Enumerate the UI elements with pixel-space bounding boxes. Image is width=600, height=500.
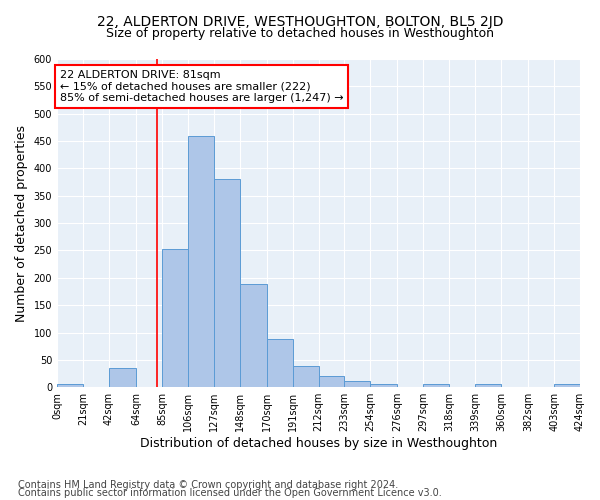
Bar xyxy=(319,376,344,387)
Bar xyxy=(344,381,370,387)
X-axis label: Distribution of detached houses by size in Westhoughton: Distribution of detached houses by size … xyxy=(140,437,497,450)
Bar xyxy=(424,384,449,387)
Bar xyxy=(267,339,293,387)
Text: Size of property relative to detached houses in Westhoughton: Size of property relative to detached ho… xyxy=(106,28,494,40)
Bar xyxy=(188,136,214,387)
Bar xyxy=(239,284,267,387)
Bar xyxy=(370,384,397,387)
Bar xyxy=(57,384,83,387)
Bar xyxy=(293,366,319,387)
Bar xyxy=(162,249,188,387)
Bar xyxy=(109,368,136,387)
Bar xyxy=(475,384,501,387)
Y-axis label: Number of detached properties: Number of detached properties xyxy=(15,124,28,322)
Text: Contains HM Land Registry data © Crown copyright and database right 2024.: Contains HM Land Registry data © Crown c… xyxy=(18,480,398,490)
Text: Contains public sector information licensed under the Open Government Licence v3: Contains public sector information licen… xyxy=(18,488,442,498)
Bar xyxy=(554,384,580,387)
Text: 22 ALDERTON DRIVE: 81sqm
← 15% of detached houses are smaller (222)
85% of semi-: 22 ALDERTON DRIVE: 81sqm ← 15% of detach… xyxy=(59,70,343,103)
Bar xyxy=(214,180,239,387)
Text: 22, ALDERTON DRIVE, WESTHOUGHTON, BOLTON, BL5 2JD: 22, ALDERTON DRIVE, WESTHOUGHTON, BOLTON… xyxy=(97,15,503,29)
